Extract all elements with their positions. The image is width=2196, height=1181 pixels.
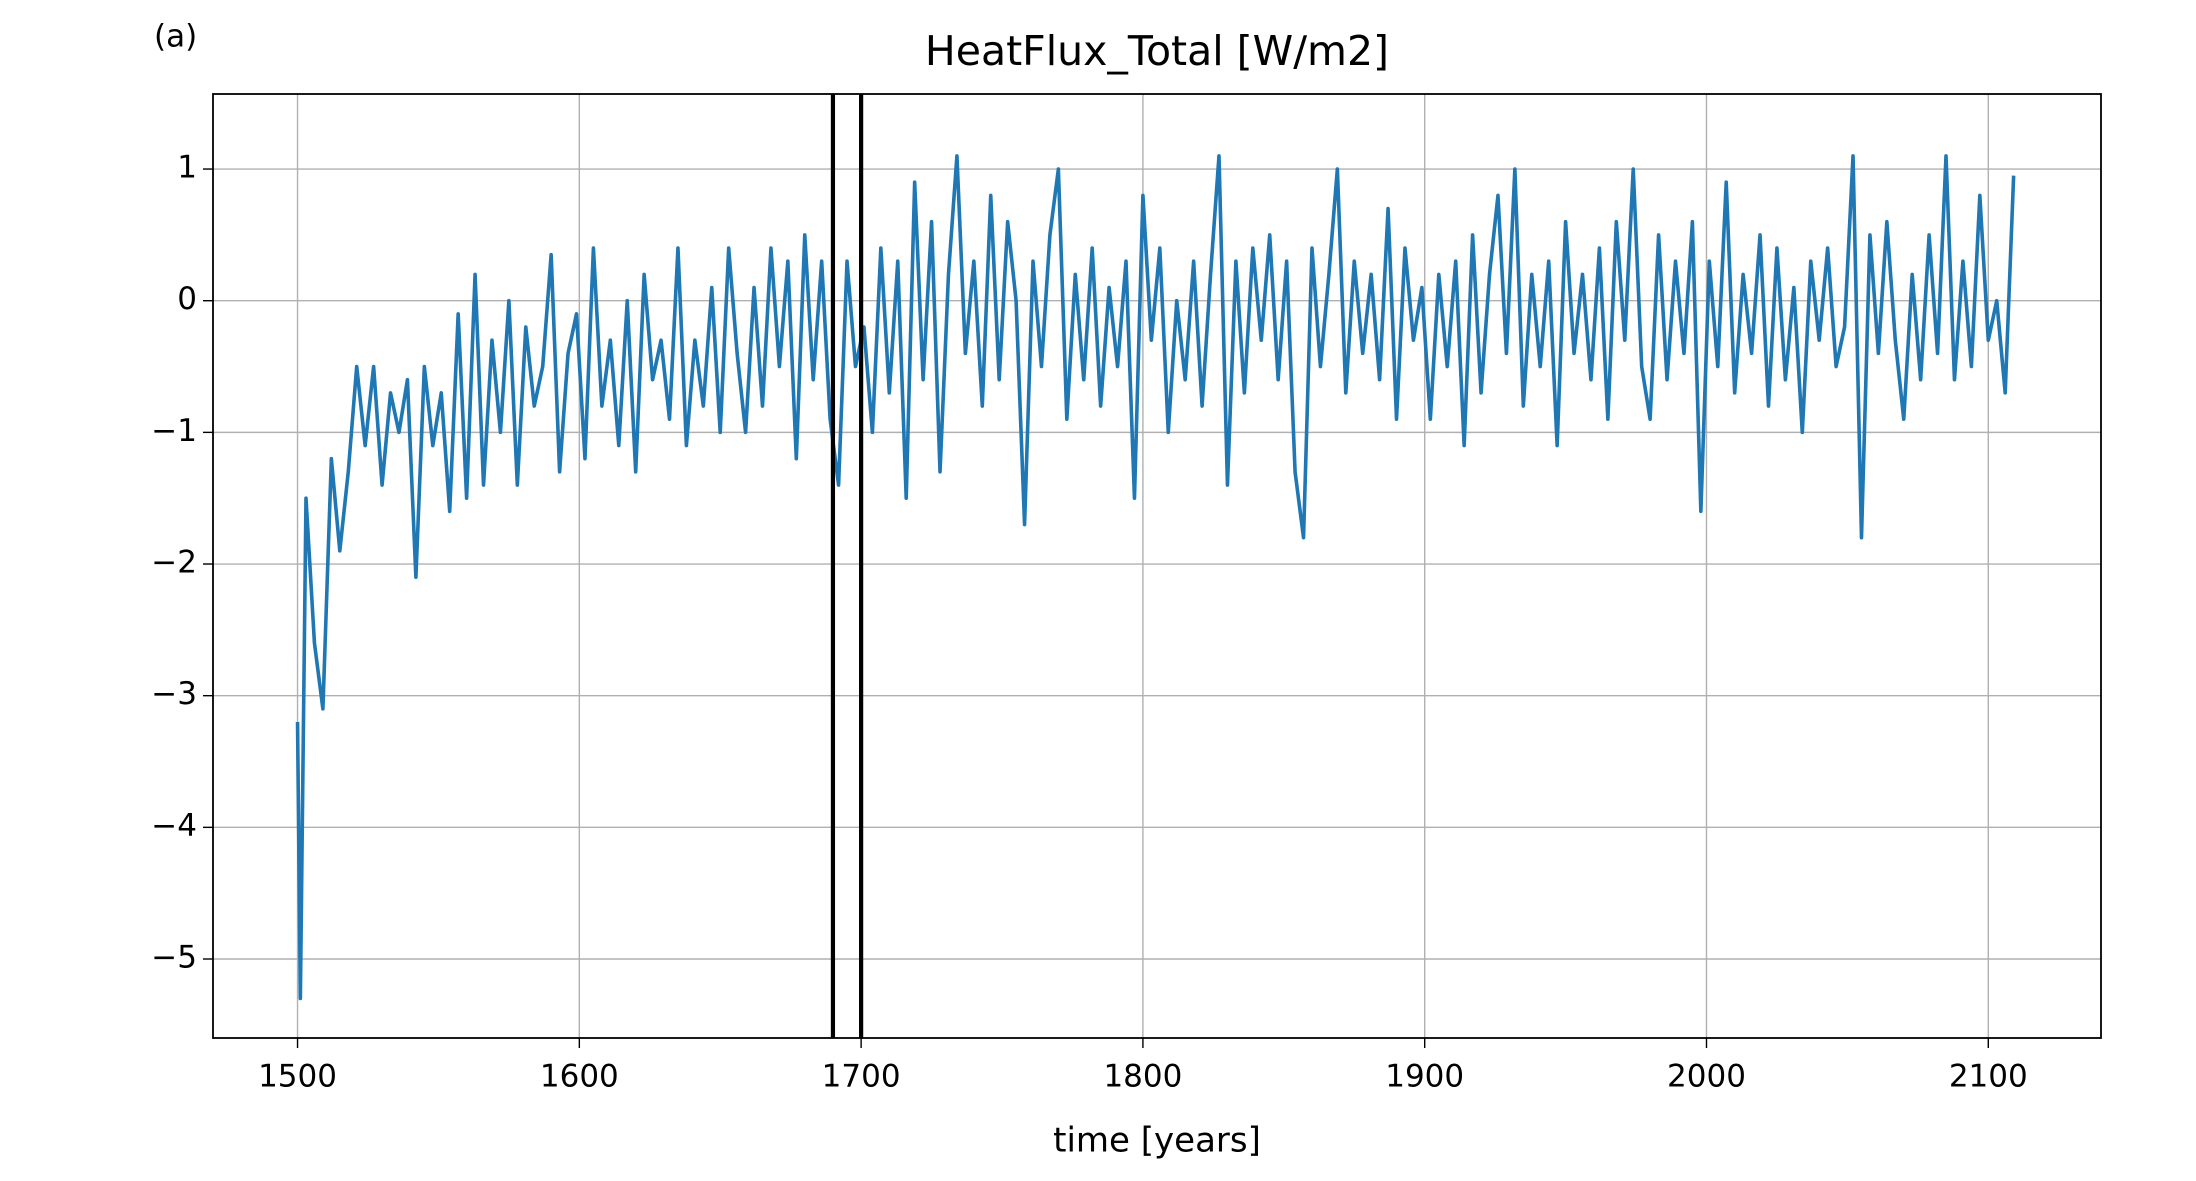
y-tick-label: −2	[151, 545, 197, 581]
x-tick-label: 2100	[1949, 1059, 2028, 1095]
x-tick-label: 1700	[822, 1059, 901, 1095]
y-tick-label: −1	[151, 413, 197, 449]
y-tick-label: 0	[177, 281, 197, 317]
y-tick-label: 1	[177, 150, 197, 186]
plot-frame	[212, 93, 2102, 1039]
x-tick-label: 1900	[1385, 1059, 1464, 1095]
x-tick-label: 1800	[1103, 1059, 1182, 1095]
panel-label: (a)	[154, 19, 197, 55]
chart-title: HeatFlux_Total [W/m2]	[925, 27, 1389, 75]
x-tick-label: 1600	[540, 1059, 619, 1095]
y-tick-label: −4	[151, 808, 197, 844]
y-tick-label: −3	[151, 676, 197, 712]
y-tick-label: −5	[151, 940, 197, 976]
data-line	[295, 154, 2016, 1001]
x-axis-label: time [years]	[1053, 1121, 1261, 1161]
x-tick-label: 2000	[1667, 1059, 1746, 1095]
x-tick-label: 1500	[258, 1059, 337, 1095]
